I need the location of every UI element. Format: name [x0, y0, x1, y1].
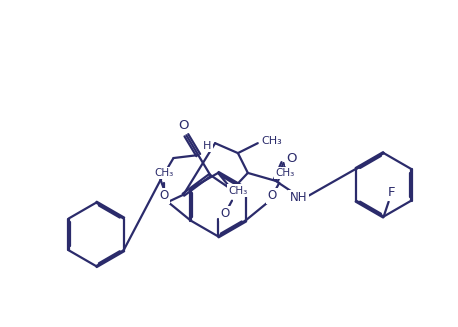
- Text: H: H: [203, 141, 212, 151]
- Text: O: O: [268, 189, 277, 202]
- Text: CH₃: CH₃: [228, 186, 247, 196]
- Text: CH₃: CH₃: [154, 168, 174, 178]
- Text: O: O: [159, 189, 169, 202]
- Text: O: O: [220, 207, 229, 220]
- Text: CH₃: CH₃: [261, 136, 282, 146]
- Text: F: F: [388, 186, 395, 199]
- Text: O: O: [286, 151, 297, 164]
- Text: CH₃: CH₃: [276, 168, 295, 178]
- Text: NH: NH: [289, 191, 307, 204]
- Text: O: O: [178, 119, 189, 132]
